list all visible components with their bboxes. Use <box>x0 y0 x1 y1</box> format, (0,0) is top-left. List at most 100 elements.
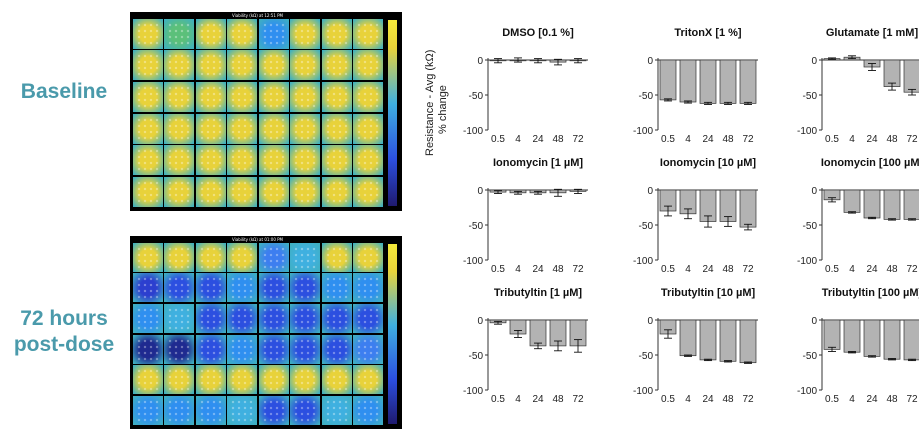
well-cell <box>321 365 352 395</box>
electrode-dots <box>135 306 160 330</box>
electrode-dots <box>261 179 286 204</box>
y-tick-label: -100 <box>463 256 483 267</box>
bar <box>903 59 919 93</box>
well-cell <box>164 365 194 395</box>
y-tick-label: 0 <box>647 56 653 67</box>
bar <box>679 319 697 357</box>
x-tick-label: 48 <box>886 134 898 145</box>
well-cell <box>132 81 163 112</box>
electrode-dots <box>324 245 349 269</box>
post-dose-heatmap-title: Viability (kΩ) at 01:00 PM <box>231 237 283 242</box>
well-cell <box>227 113 257 144</box>
well-cell <box>321 273 352 303</box>
well-cell <box>258 242 289 272</box>
post-dose-well-grid <box>132 242 384 426</box>
electrode-dots <box>198 179 223 204</box>
post-dose-label-line2: post-dose <box>13 333 115 356</box>
bar <box>863 189 881 219</box>
well-cell <box>258 145 289 176</box>
x-tick-label: 72 <box>742 134 754 145</box>
well-cell <box>353 50 383 81</box>
well-cell <box>164 242 194 272</box>
electrode-dots <box>356 53 380 78</box>
electrode-dots <box>324 306 349 330</box>
electrode-dots <box>356 148 380 173</box>
well-cell <box>321 145 352 176</box>
bar <box>699 319 717 361</box>
electrode-dots <box>293 53 317 78</box>
x-tick-label: 24 <box>532 134 544 145</box>
y-tick-label: -50 <box>469 221 484 232</box>
well-cell <box>132 176 163 207</box>
well-cell <box>290 176 320 207</box>
electrode-dots <box>356 179 380 204</box>
post-dose-label-line1: 72 hours <box>20 307 108 330</box>
y-tick-label: -50 <box>639 351 654 362</box>
electrode-dots <box>324 179 349 204</box>
well-cell <box>227 273 257 303</box>
well-cell <box>227 242 257 272</box>
x-tick-label: 0.5 <box>825 264 839 275</box>
x-tick-label: 4 <box>515 134 521 145</box>
x-tick-label: 72 <box>742 264 754 275</box>
electrode-dots <box>324 148 349 173</box>
x-tick-label: 24 <box>866 134 878 145</box>
electrode-dots <box>230 148 254 173</box>
well-cell <box>353 176 383 207</box>
electrode-dots <box>167 116 191 141</box>
y-tick-label: -100 <box>797 256 817 267</box>
y-tick-label: -100 <box>797 386 817 397</box>
well-cell <box>290 50 320 81</box>
well-cell <box>321 303 352 333</box>
electrode-dots <box>135 116 160 141</box>
y-tick-label: -50 <box>803 351 818 362</box>
well-cell <box>132 113 163 144</box>
y-axis-label-line1: Resistance - Avg (kΩ) <box>424 50 436 156</box>
well-cell <box>164 334 194 364</box>
x-tick-label: 4 <box>515 264 521 275</box>
well-cell <box>258 334 289 364</box>
bar <box>883 59 901 87</box>
well-cell <box>164 145 194 176</box>
well-cell <box>195 81 226 112</box>
electrode-dots <box>135 53 160 78</box>
baseline-well-grid <box>132 18 384 208</box>
electrode-dots <box>293 398 317 422</box>
y-tick-label: 0 <box>477 186 483 197</box>
electrode-dots <box>230 337 254 361</box>
well-cell <box>195 273 226 303</box>
bar <box>699 59 717 104</box>
electrode-dots <box>167 337 191 361</box>
electrode-dots <box>261 84 286 109</box>
y-tick-label: 0 <box>647 316 653 327</box>
well-cell <box>195 303 226 333</box>
electrode-dots <box>356 306 380 330</box>
well-cell <box>258 273 289 303</box>
electrode-dots <box>167 84 191 109</box>
electrode-dots <box>198 53 223 78</box>
electrode-dots <box>230 306 254 330</box>
well-cell <box>353 81 383 112</box>
electrode-dots <box>293 306 317 330</box>
well-cell <box>258 365 289 395</box>
electrode-dots <box>167 306 191 330</box>
y-tick-label: -50 <box>803 91 818 102</box>
well-cell <box>227 81 257 112</box>
well-cell <box>353 334 383 364</box>
electrode-dots <box>261 148 286 173</box>
well-cell <box>321 113 352 144</box>
well-cell <box>227 395 257 425</box>
well-cell <box>258 81 289 112</box>
well-cell <box>258 395 289 425</box>
electrode-dots <box>230 368 254 392</box>
electrode-dots <box>356 116 380 141</box>
well-cell <box>227 176 257 207</box>
electrode-dots <box>135 398 160 422</box>
electrode-dots <box>167 148 191 173</box>
electrode-dots <box>324 368 349 392</box>
electrode-dots <box>135 245 160 269</box>
well-cell <box>195 334 226 364</box>
electrode-dots <box>356 21 380 46</box>
well-cell <box>290 395 320 425</box>
bar <box>719 319 737 362</box>
